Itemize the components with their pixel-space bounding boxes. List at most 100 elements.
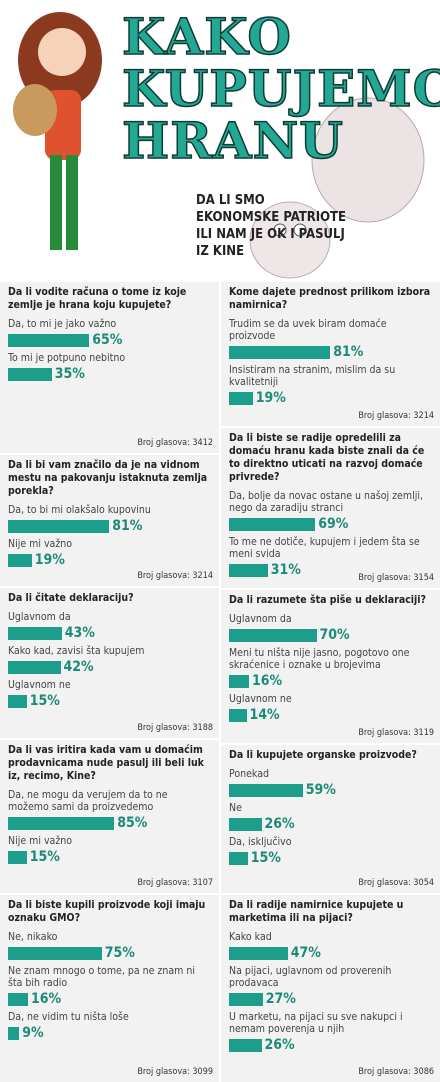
bar (229, 391, 253, 405)
value-label: 47% (290, 945, 321, 961)
option-label: Uglavnom ne (229, 693, 292, 705)
title-line: KUPUJEMO (121, 59, 440, 118)
question-panel: Da li biste kupili proizvode koji imaju … (0, 895, 219, 1082)
option-label: Ne znam mnogo o tome, pa ne znam ni šta … (8, 965, 195, 989)
result-row: 14% (229, 707, 432, 723)
vote-count: Broj glasova: 3054 (358, 878, 434, 888)
bar (229, 345, 331, 359)
value-label: 43% (64, 625, 95, 641)
bar (229, 817, 262, 831)
result-row: 15% (8, 849, 211, 865)
option-label: Da, to mi je jako važno (8, 318, 117, 330)
bar (229, 992, 263, 1006)
vote-count: Broj glasova: 3099 (137, 1067, 213, 1077)
bar (8, 992, 28, 1006)
result-row: 15% (229, 850, 432, 866)
value-label: 16% (252, 673, 283, 689)
result-row: 15% (8, 693, 211, 709)
option-label: Kako kad, zavisi šta kupujem (8, 645, 145, 657)
question: Da li kupujete organske proizvode? (229, 749, 417, 761)
result-row: 65% (8, 332, 211, 348)
vote-count: Broj glasova: 3214 (137, 571, 213, 581)
vote-count: Broj glasova: 3107 (137, 878, 213, 888)
result-row: 26% (229, 816, 432, 832)
value-label: 75% (104, 945, 135, 961)
result-row: 9% (8, 1025, 211, 1041)
question-panel: Da li kupujete organske proizvode? Poneka… (221, 745, 440, 893)
value-label: 81% (112, 518, 143, 534)
value-label: 19% (255, 390, 286, 406)
result-row: 81% (229, 344, 432, 360)
question: Da li biste kupili proizvode koji imaju … (8, 899, 206, 924)
result-row: 59% (229, 782, 432, 798)
value-label: 35% (54, 366, 85, 382)
option-label: Nije mi važno (8, 538, 73, 550)
result-row: 42% (8, 659, 211, 675)
result-row: 27% (229, 991, 432, 1007)
option-label: U marketu, na pijaci su sve nakupci i ne… (229, 1011, 403, 1035)
title-line: HRANU (121, 111, 344, 170)
question: Da li radije namirnice kupujete u market… (229, 899, 404, 924)
vote-count: Broj glasova: 3188 (137, 723, 213, 733)
result-row: 16% (8, 991, 211, 1007)
value-label: 15% (250, 850, 281, 866)
option-label: To mi je potpuno nebitno (8, 352, 126, 364)
value-label: 16% (31, 991, 62, 1007)
question: Da li razumete šta piše u deklaraciji? (229, 594, 426, 606)
result-row: 69% (229, 516, 432, 532)
value-label: 69% (318, 516, 349, 532)
question-panel: Da li vodite računa o tome iz koje zemlj… (0, 282, 219, 453)
bar (229, 708, 247, 722)
bar (8, 1026, 20, 1040)
value-label: 15% (29, 849, 60, 865)
header: KAKO KUPUJEMO HRANU DA LI SMO EKONOMSKE PA… (0, 0, 440, 280)
bar (229, 946, 288, 960)
result-row: 35% (8, 366, 211, 382)
value-label: 65% (92, 332, 123, 348)
option-label: Da, isključivo (229, 836, 292, 848)
bar (8, 519, 110, 533)
bar (229, 851, 248, 865)
result-row: 70% (229, 627, 432, 643)
result-row: 31% (229, 562, 432, 578)
bar (8, 694, 27, 708)
bar (229, 563, 268, 577)
question-panel: Da li biste se radije opredelili za doma… (221, 428, 440, 588)
vote-count: Broj glasova: 3412 (137, 438, 213, 448)
option-label: Meni tu ništa nije jasno, pogotovo one s… (229, 647, 410, 671)
option-label: Da, to bi mi olakšalo kupovinu (8, 504, 151, 516)
option-label: Kako kad (229, 931, 272, 943)
bar (8, 333, 90, 347)
question: Da li vas iritira kada vam u domaćim pro… (8, 744, 204, 782)
illustration (13, 12, 425, 279)
question-panel: Da li čitate deklaraciju? Uglavnom da 43% K… (0, 588, 219, 738)
vote-count: Broj glasova: 3119 (358, 728, 434, 738)
value-label: 31% (270, 562, 301, 578)
option-label: Da, ne vidim tu ništa loše (8, 1011, 129, 1023)
value-label: 81% (333, 344, 364, 360)
option-label: Na pijaci, uglavnom od proverenih prodav… (229, 965, 392, 989)
value-label: 14% (249, 707, 280, 723)
result-row: 26% (229, 1037, 432, 1053)
result-row: 19% (8, 552, 211, 568)
result-row: 75% (8, 945, 211, 961)
option-label: Da, bolje da novac ostane u našoj zemlji… (229, 490, 423, 514)
option-label: Uglavnom da (8, 611, 71, 623)
question-panel: Da li razumete šta piše u deklaraciji? Ug… (221, 590, 440, 743)
option-label: Uglavnom ne (8, 679, 71, 691)
result-row: 81% (8, 518, 211, 534)
bar (229, 674, 249, 688)
option-label: Ponekad (229, 768, 269, 780)
option-label: To me ne dotiče, kupujem i jedem šta se … (229, 536, 420, 560)
question-panel: Da li radije namirnice kupujete u market… (221, 895, 440, 1082)
result-row: 85% (8, 815, 211, 831)
bar (8, 816, 115, 830)
value-label: 19% (34, 552, 65, 568)
subtitle: DA LI SMO EKONOMSKE PATRIOTE ILI NAM JE … (196, 193, 346, 259)
bar (8, 626, 62, 640)
question-panel: Da li vas iritira kada vam u domaćim pro… (0, 740, 219, 893)
option-label: Ne, nikako (8, 931, 58, 943)
bar (8, 660, 61, 674)
question: Da li biste se radije opredelili za doma… (229, 432, 425, 483)
